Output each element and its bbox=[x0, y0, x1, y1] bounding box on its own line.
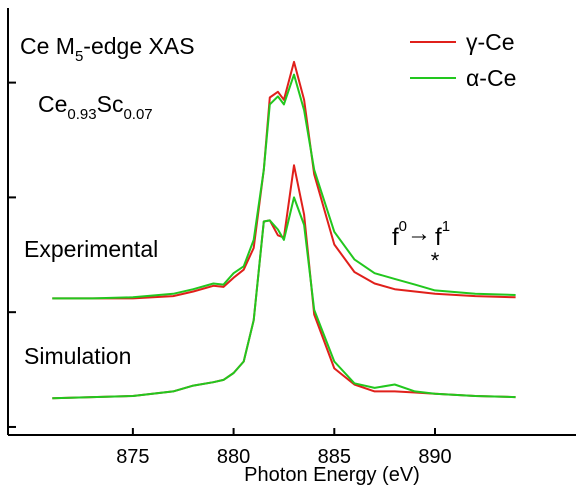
spectrum-line bbox=[52, 196, 516, 400]
title-subscript: 5 bbox=[75, 48, 83, 65]
transition-text: f bbox=[435, 224, 442, 251]
legend-label: γ-Ce bbox=[466, 29, 515, 55]
sample-label: Ce0.93Sc0.07 bbox=[38, 91, 153, 123]
annotation: Experimental bbox=[24, 236, 158, 262]
transition-label: f0→ f1 bbox=[392, 218, 450, 251]
spectrum-line bbox=[52, 60, 516, 300]
x-axis-label: Photon Energy (eV) bbox=[244, 464, 420, 486]
sample-subscript: 0.07 bbox=[123, 106, 152, 123]
x-tick-label: 875 bbox=[116, 446, 149, 468]
title-text: -edge XAS bbox=[83, 33, 194, 59]
sample-text: Ce bbox=[38, 91, 67, 117]
transition-text: f bbox=[392, 224, 399, 251]
sample-subscript: 0.93 bbox=[67, 106, 96, 123]
x-tick-label: 880 bbox=[217, 446, 250, 468]
x-tick-label: 890 bbox=[418, 446, 451, 468]
transition-superscript: 0 bbox=[399, 218, 407, 235]
annotation: Simulation bbox=[24, 343, 131, 369]
title-text: Ce M bbox=[20, 33, 75, 59]
transition-superscript: 1 bbox=[442, 218, 450, 235]
legend-label: α-Ce bbox=[466, 65, 516, 91]
transition-marker: * bbox=[431, 248, 440, 273]
x-tick-label: 885 bbox=[318, 446, 351, 468]
sample-text: Sc bbox=[97, 91, 124, 117]
spectrum-line bbox=[52, 73, 516, 300]
chart-title: Ce M5-edge XAS bbox=[20, 33, 195, 65]
transition-arrow: → bbox=[407, 220, 431, 247]
